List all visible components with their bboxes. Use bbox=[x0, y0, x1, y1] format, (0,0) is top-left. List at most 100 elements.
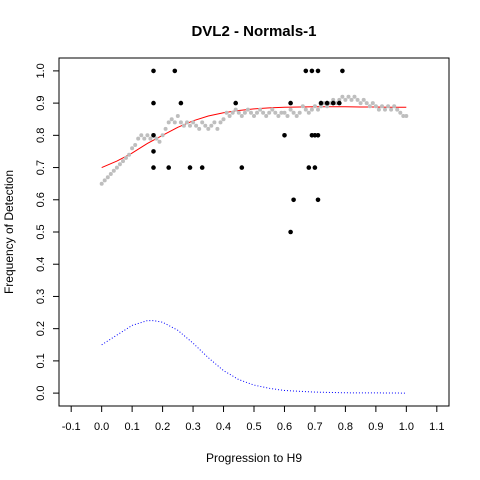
y-tick-label: 0.7 bbox=[35, 160, 47, 175]
x-tick-label: 0.4 bbox=[216, 421, 231, 433]
fitted-curves bbox=[101, 106, 407, 394]
point-series-0 bbox=[117, 162, 122, 167]
x-axis: -0.1 0.0 0.1 0.2 0.3 0.4 0.5 0.6 0.7 0.8 0.9 1.0 1.1 bbox=[62, 406, 444, 433]
x-tick-label: 0.7 bbox=[307, 421, 322, 433]
point-series-0 bbox=[178, 120, 183, 125]
point-series-0 bbox=[392, 104, 397, 109]
x-tick-label: 0.1 bbox=[124, 421, 139, 433]
point-series-1 bbox=[340, 68, 345, 74]
point-series-0 bbox=[291, 110, 296, 115]
point-series-0 bbox=[282, 110, 287, 115]
x-tick-label: 0.6 bbox=[277, 421, 292, 433]
point-series-1 bbox=[312, 165, 318, 170]
point-series-1 bbox=[151, 133, 156, 138]
point-series-0 bbox=[264, 114, 269, 118]
point-series-1 bbox=[306, 165, 312, 170]
point-series-0 bbox=[175, 114, 180, 118]
point-series-0 bbox=[242, 110, 247, 115]
point-series-1 bbox=[172, 68, 178, 74]
point-series-0 bbox=[163, 126, 168, 131]
x-axis-label: Progression to H9 bbox=[206, 451, 302, 465]
point-series-0 bbox=[154, 136, 159, 141]
point-series-0 bbox=[364, 101, 369, 106]
point-series-0 bbox=[194, 123, 199, 128]
point-series-0 bbox=[294, 114, 299, 118]
point-series-0 bbox=[121, 159, 125, 164]
point-series-0 bbox=[258, 107, 263, 112]
point-series-0 bbox=[349, 97, 354, 102]
point-series-0 bbox=[224, 110, 229, 115]
point-series-0 bbox=[404, 114, 409, 118]
point-series-1 bbox=[151, 165, 156, 170]
point-series-0 bbox=[218, 120, 223, 125]
chart-title: DVL2 - Normals-1 bbox=[191, 23, 316, 40]
y-tick-label: 0.9 bbox=[35, 95, 47, 110]
point-series-0 bbox=[209, 123, 214, 128]
point-series-0 bbox=[252, 114, 256, 118]
point-series-0 bbox=[352, 94, 357, 99]
point-series-0 bbox=[227, 114, 232, 118]
point-series-0 bbox=[389, 107, 394, 112]
point-series-0 bbox=[105, 175, 110, 180]
point-series-0 bbox=[108, 172, 113, 176]
x-tick-label: 0.8 bbox=[338, 421, 353, 433]
point-series-1 bbox=[337, 100, 342, 106]
y-tick-label: 1.0 bbox=[35, 63, 47, 78]
point-series-1 bbox=[303, 68, 309, 74]
point-series-0 bbox=[300, 104, 305, 109]
point-series-0 bbox=[270, 107, 275, 112]
y-tick-label: 0.3 bbox=[35, 289, 47, 304]
point-series-0 bbox=[206, 126, 211, 131]
point-series-0 bbox=[191, 120, 196, 125]
x-tick-label: 0.2 bbox=[155, 421, 170, 433]
point-series-0 bbox=[215, 126, 220, 131]
point-series-0 bbox=[133, 143, 138, 147]
point-series-0 bbox=[148, 136, 153, 141]
point-series-0 bbox=[172, 120, 177, 125]
point-series-0 bbox=[157, 139, 162, 144]
point-series-1 bbox=[330, 100, 336, 106]
point-series-0 bbox=[102, 178, 107, 183]
point-series-0 bbox=[380, 104, 384, 109]
point-series-0 bbox=[233, 107, 238, 112]
point-series-1 bbox=[291, 197, 296, 203]
y-axis-label: Frequency of Detection bbox=[2, 170, 16, 294]
point-series-0 bbox=[346, 94, 351, 99]
point-series-0 bbox=[395, 107, 400, 112]
x-tick-label: 0.3 bbox=[185, 421, 200, 433]
point-series-0 bbox=[358, 101, 363, 106]
point-series-0 bbox=[139, 133, 144, 138]
point-series-1 bbox=[233, 100, 238, 106]
x-tick-label: 0.5 bbox=[246, 421, 261, 433]
point-series-0 bbox=[370, 101, 375, 106]
point-series-0 bbox=[249, 110, 253, 115]
point-series-0 bbox=[212, 120, 217, 125]
point-series-0 bbox=[255, 110, 259, 115]
y-axis: 0.0 0.1 0.2 0.3 0.4 0.5 0.6 0.7 0.8 0.9 1.0 bbox=[35, 63, 59, 401]
point-series-1 bbox=[315, 197, 321, 203]
point-series-0 bbox=[185, 120, 189, 125]
curve-series-3 bbox=[101, 320, 407, 394]
point-series-0 bbox=[200, 120, 205, 125]
point-series-1 bbox=[187, 165, 193, 170]
point-series-0 bbox=[114, 165, 119, 170]
point-series-0 bbox=[319, 104, 323, 109]
point-series-0 bbox=[309, 107, 314, 112]
point-series-0 bbox=[376, 107, 381, 112]
point-series-0 bbox=[276, 114, 281, 118]
point-series-1 bbox=[324, 100, 330, 106]
point-series-0 bbox=[306, 110, 311, 115]
point-series-1 bbox=[151, 149, 156, 154]
point-series-0 bbox=[316, 107, 320, 112]
scatter-points bbox=[99, 68, 409, 235]
point-series-0 bbox=[230, 110, 235, 115]
point-series-0 bbox=[169, 117, 174, 122]
point-series-0 bbox=[261, 110, 266, 115]
point-series-0 bbox=[303, 107, 308, 112]
point-series-0 bbox=[239, 114, 244, 118]
point-series-0 bbox=[297, 110, 302, 115]
x-tick-label: 0.0 bbox=[94, 421, 109, 433]
point-series-0 bbox=[325, 104, 330, 109]
point-series-0 bbox=[367, 104, 372, 109]
